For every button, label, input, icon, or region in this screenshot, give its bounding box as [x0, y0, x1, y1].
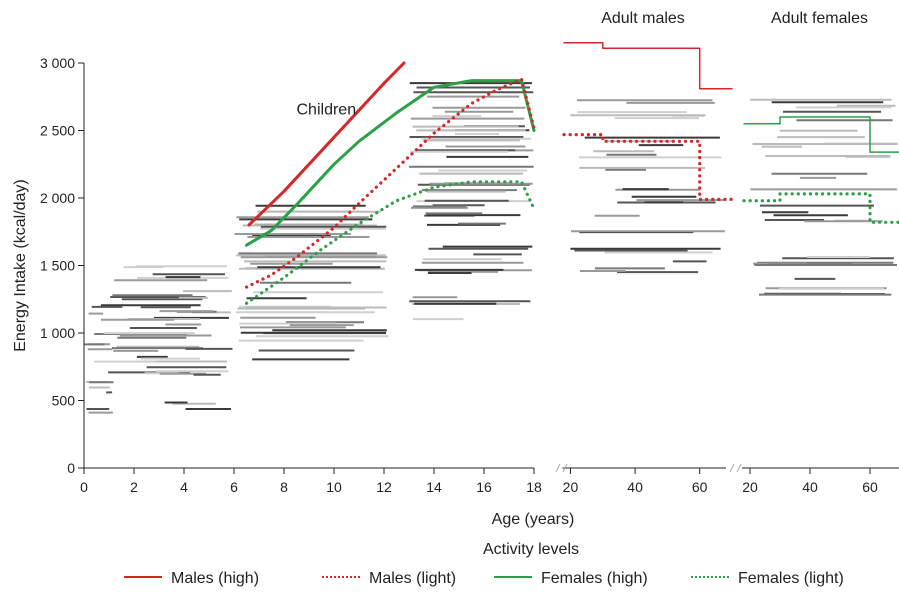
panel-title: Adult females — [771, 10, 868, 27]
legend: Activity levels Males (high) Males (light)… — [124, 541, 844, 587]
y-axis-label: Energy Intake (kcal/day) — [12, 179, 29, 352]
y-tick-label: 0 — [67, 460, 75, 476]
y-tick-label: 2 500 — [40, 123, 75, 139]
legend-label: Females (light) — [738, 570, 844, 587]
y-tick-label: 1 500 — [40, 258, 75, 274]
axis-break-mark — [730, 464, 734, 472]
y-tick-label: 1 000 — [40, 325, 75, 341]
axis-break-mark — [737, 464, 741, 472]
x-tick-label: 0 — [80, 479, 88, 495]
x-tick-label: 8 — [280, 479, 288, 495]
x-tick-label: 12 — [376, 479, 392, 495]
x-tick-label: 20 — [742, 479, 758, 495]
axis-break-mark — [556, 464, 560, 472]
legend-title: Activity levels — [483, 541, 579, 558]
legend-label: Males (high) — [171, 570, 259, 587]
x-tick-label: 40 — [802, 479, 818, 495]
axes — [78, 63, 899, 474]
x-tick-label: 60 — [862, 479, 878, 495]
series-males-high-children — [249, 63, 404, 225]
legend-label: Females (high) — [541, 570, 648, 587]
y-tick-label: 500 — [52, 393, 76, 409]
series-females-high-children — [247, 81, 535, 246]
x-tick-label: 14 — [426, 479, 442, 495]
x-tick-label: 6 — [230, 479, 238, 495]
series-females-light-adult-females — [744, 194, 899, 222]
background-reference-lines — [85, 83, 898, 413]
x-tick-label: 2 — [130, 479, 138, 495]
x-tick-label: 16 — [476, 479, 492, 495]
legend-label: Males (light) — [369, 570, 456, 587]
x-axis-label: Age (years) — [492, 511, 575, 528]
x-tick-label: 18 — [526, 479, 542, 495]
y-tick-label: 2 000 — [40, 190, 75, 206]
panel-annotation: Children — [297, 101, 357, 118]
x-tick-label: 60 — [692, 479, 708, 495]
x-tick-label: 20 — [563, 479, 579, 495]
x-tick-label: 4 — [180, 479, 188, 495]
x-tick-label: 40 — [627, 479, 643, 495]
x-tick-label: 10 — [326, 479, 342, 495]
y-tick-label: 3 000 — [40, 55, 75, 71]
panel-title: Adult males — [601, 10, 685, 27]
series-males-high-adult-males — [564, 43, 732, 89]
